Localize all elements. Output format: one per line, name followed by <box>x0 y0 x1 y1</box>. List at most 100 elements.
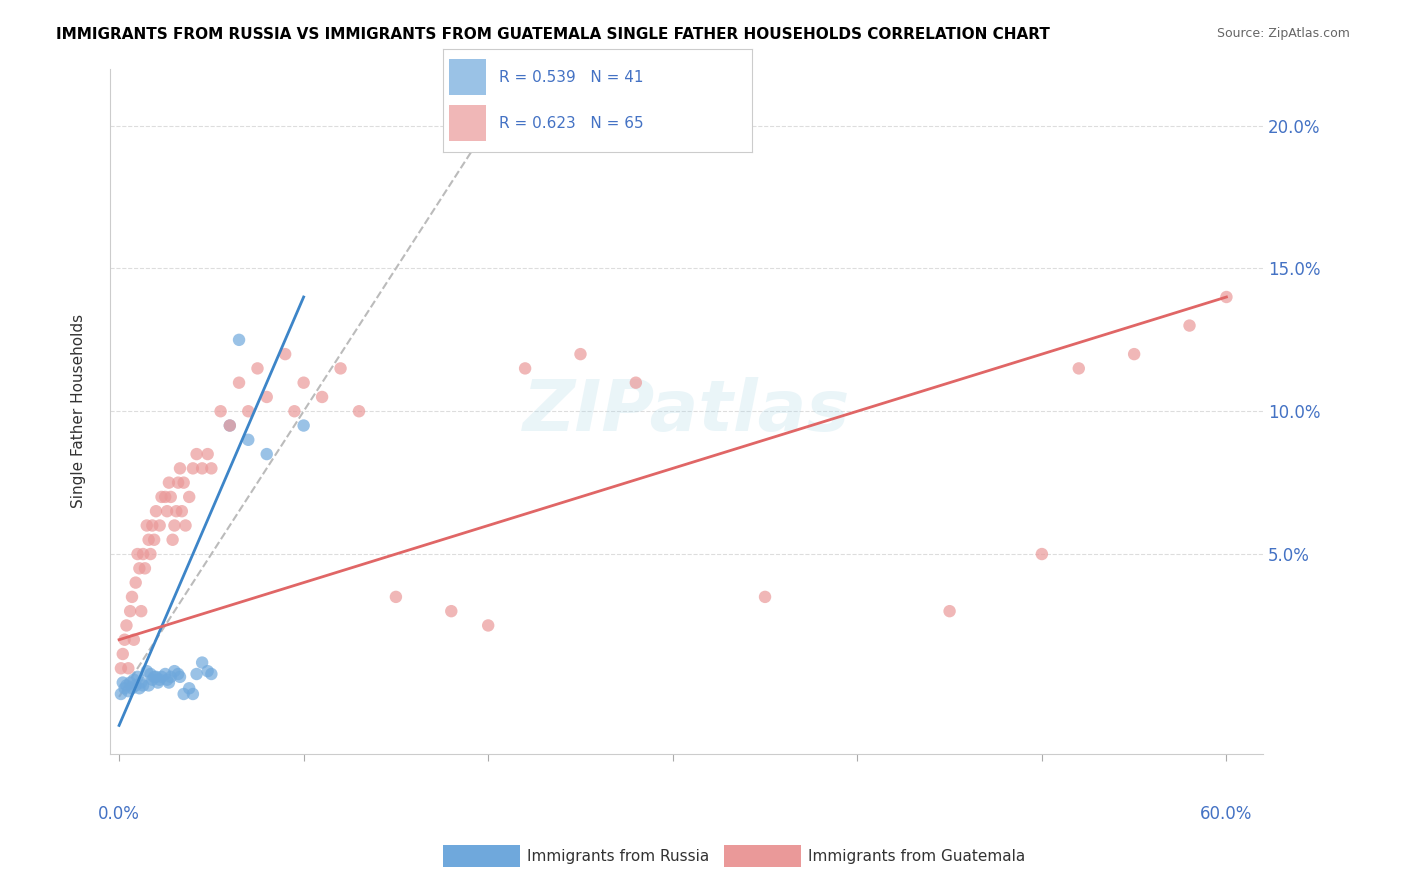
Point <box>179 490 201 504</box>
Bar <box>449 59 486 95</box>
Point <box>120 675 142 690</box>
Point <box>162 533 184 547</box>
Point <box>754 590 776 604</box>
Point <box>1178 318 1201 333</box>
Point <box>117 684 139 698</box>
Point <box>132 547 155 561</box>
Point <box>174 518 197 533</box>
Point <box>938 604 960 618</box>
Text: 60.0%: 60.0% <box>1201 805 1253 823</box>
Point <box>173 475 195 490</box>
Text: R = 0.539   N = 41: R = 0.539 N = 41 <box>499 70 643 86</box>
Point <box>155 667 177 681</box>
Text: IMMIGRANTS FROM RUSSIA VS IMMIGRANTS FROM GUATEMALA SINGLE FATHER HOUSEHOLDS COR: IMMIGRANTS FROM RUSSIA VS IMMIGRANTS FRO… <box>56 27 1050 42</box>
Point <box>163 518 186 533</box>
Text: Immigrants from Guatemala: Immigrants from Guatemala <box>808 849 1026 863</box>
Point <box>238 404 260 418</box>
Point <box>200 667 222 681</box>
Point <box>347 404 370 418</box>
Point <box>169 461 191 475</box>
Point <box>274 347 297 361</box>
Point <box>138 678 160 692</box>
Point <box>159 490 181 504</box>
Point <box>115 618 138 632</box>
Point <box>163 664 186 678</box>
Point <box>1215 290 1237 304</box>
Point <box>218 418 240 433</box>
Point <box>197 447 219 461</box>
Point <box>292 418 315 433</box>
Point <box>197 664 219 678</box>
Point <box>141 518 163 533</box>
Point <box>440 604 463 618</box>
Point <box>149 518 172 533</box>
Text: Immigrants from Russia: Immigrants from Russia <box>527 849 710 863</box>
Point <box>125 575 148 590</box>
Point <box>181 687 204 701</box>
Point <box>228 333 250 347</box>
Point <box>167 475 190 490</box>
Point <box>122 632 145 647</box>
Point <box>121 681 143 696</box>
Point <box>283 404 305 418</box>
Point <box>122 673 145 687</box>
Point <box>128 681 150 696</box>
Point <box>143 533 166 547</box>
Point <box>624 376 647 390</box>
Point <box>114 632 136 647</box>
Point <box>311 390 333 404</box>
Y-axis label: Single Father Households: Single Father Households <box>72 314 86 508</box>
Point <box>132 678 155 692</box>
Text: 0.0%: 0.0% <box>98 805 141 823</box>
Text: Source: ZipAtlas.com: Source: ZipAtlas.com <box>1216 27 1350 40</box>
Point <box>141 673 163 687</box>
Point <box>128 561 150 575</box>
Point <box>238 433 260 447</box>
Point <box>385 590 408 604</box>
Point <box>150 670 173 684</box>
Point <box>170 504 193 518</box>
Point <box>1067 361 1090 376</box>
Point <box>228 376 250 390</box>
Point <box>156 673 179 687</box>
Point <box>157 475 180 490</box>
Point <box>159 670 181 684</box>
Point <box>173 687 195 701</box>
Point <box>256 390 278 404</box>
Point <box>150 490 173 504</box>
Point <box>186 667 208 681</box>
Point <box>513 361 536 376</box>
Point <box>145 504 167 518</box>
Point <box>169 670 191 684</box>
Point <box>209 404 232 418</box>
Point <box>138 533 160 547</box>
Point <box>139 547 162 561</box>
Point <box>186 447 208 461</box>
Point <box>121 590 143 604</box>
Point <box>135 518 157 533</box>
Point <box>165 504 187 518</box>
Point <box>191 656 214 670</box>
Point <box>129 675 152 690</box>
Point <box>115 678 138 692</box>
Point <box>135 664 157 678</box>
Point <box>127 547 149 561</box>
Point <box>1031 547 1053 561</box>
Point <box>111 647 134 661</box>
Point <box>120 604 142 618</box>
Bar <box>449 105 486 141</box>
Point <box>246 361 269 376</box>
Point <box>292 376 315 390</box>
Point <box>110 661 132 675</box>
Point <box>200 461 222 475</box>
Point <box>167 667 190 681</box>
Point <box>111 675 134 690</box>
Point <box>218 418 240 433</box>
Point <box>1123 347 1146 361</box>
Point <box>155 490 177 504</box>
Point <box>157 675 180 690</box>
Point <box>125 678 148 692</box>
Point <box>179 681 201 696</box>
Text: ZIPatlas: ZIPatlas <box>523 376 851 446</box>
Point <box>114 681 136 696</box>
